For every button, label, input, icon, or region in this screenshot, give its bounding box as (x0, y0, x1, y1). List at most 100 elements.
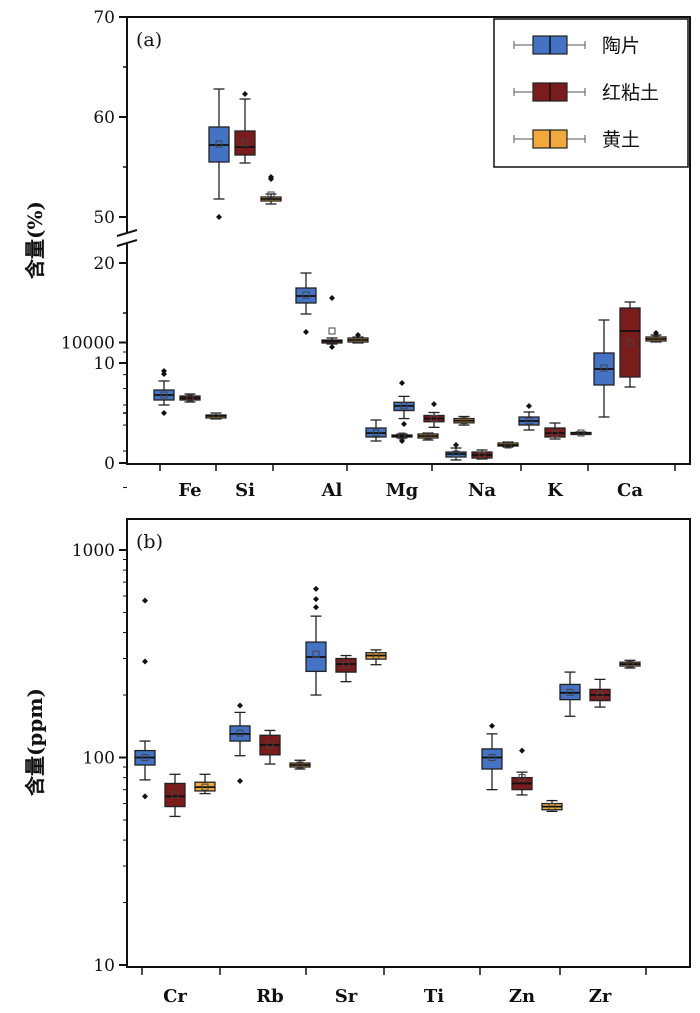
box-huangtu-Ca (645, 330, 667, 343)
box-taopian-K (518, 403, 540, 431)
outlier-point (242, 91, 248, 97)
panel-b-frame (126, 518, 691, 968)
outlier-point (237, 778, 243, 785)
category-label-Rb: Rb (256, 986, 284, 1007)
y-tick-label: 10000 (61, 334, 115, 354)
mean-marker (596, 691, 604, 699)
box-taopian-Ti (393, 395, 415, 427)
outlier-point (519, 747, 525, 754)
outlier-point (399, 438, 405, 444)
mean-marker (600, 364, 608, 372)
mean-marker (626, 339, 634, 347)
box-body (481, 748, 503, 770)
mean-marker (626, 660, 634, 668)
mean-marker (171, 791, 179, 799)
mean-marker (215, 140, 223, 148)
box-huangtu-Al (347, 332, 369, 344)
category-label-Ca: Ca (617, 480, 643, 501)
mean-marker (160, 391, 168, 399)
mean-marker (342, 661, 350, 669)
box-taopian-Fe (153, 368, 175, 416)
category-label-K: K (547, 480, 564, 501)
outlier-point (329, 295, 335, 301)
outlier-point (216, 214, 222, 220)
box-huangtu-Mg (417, 432, 439, 441)
y-tick-label: 70 (93, 8, 115, 28)
axis-break-gap (119, 233, 135, 243)
y-tick-label: 50 (93, 208, 115, 228)
y-tick-label: 10 (93, 956, 115, 976)
outlier-point (142, 793, 148, 800)
legend-label: 红粘土 (602, 82, 659, 104)
box-hongniantu-Mg (391, 380, 413, 444)
outlier-point (399, 380, 405, 386)
box-hongniantu-Sr (335, 654, 357, 683)
mean-marker (212, 412, 220, 420)
mean-marker (566, 688, 574, 696)
category-label-Si: Si (235, 480, 255, 501)
mean-marker (452, 450, 460, 458)
mean-marker (201, 783, 209, 791)
box-taopian-Rb (229, 702, 251, 785)
y-tick-label: 0 (104, 454, 115, 474)
mean-marker (266, 741, 274, 749)
box-huangtu-Sr (365, 649, 387, 666)
panel-b-tag: (b) (136, 531, 163, 553)
box-hongniantu-Zn (511, 747, 533, 796)
category-label-Fe: Fe (178, 480, 201, 501)
mean-marker (267, 191, 275, 199)
outlier-point (355, 332, 361, 338)
axis-break-slash-upper (116, 229, 138, 237)
mean-marker (525, 417, 533, 425)
box-taopian-Mg (365, 419, 387, 442)
box-body (619, 307, 641, 378)
legend-label: 陶片 (602, 35, 640, 57)
box-hongniantu-Al (321, 295, 343, 350)
box-hongniantu-K (544, 422, 566, 440)
mean-marker (424, 432, 432, 440)
box-hongniantu-Ca (619, 301, 641, 388)
mean-marker (241, 139, 249, 147)
box-hongniantu-Zr (589, 678, 611, 708)
category-label-Zr: Zr (589, 986, 612, 1007)
mean-marker (551, 430, 559, 438)
mean-marker (372, 429, 380, 437)
box-taopian-Al (295, 272, 317, 335)
legend-item-huangtu: 黄土 (513, 129, 640, 151)
box-huangtu-Rb (289, 759, 311, 770)
axis-break-marks (116, 229, 138, 247)
panel-b-y-label: 含量(ppm) (23, 688, 47, 796)
y-tick-label: 10 (93, 354, 115, 374)
box-huangtu-K (570, 429, 592, 437)
box-taopian-Si (208, 88, 230, 220)
category-label-Cr: Cr (163, 986, 187, 1007)
mean-marker (296, 761, 304, 769)
box-body (335, 657, 357, 673)
box-hongniantu-Rb (259, 729, 281, 765)
legend-item-taopian: 陶片 (513, 35, 640, 57)
outlier-point (313, 596, 319, 603)
outlier-point (653, 330, 659, 336)
outlier-point (453, 442, 459, 448)
outlier-point (489, 722, 495, 729)
mean-marker (141, 754, 149, 761)
box-hongniantu-Fe (179, 393, 201, 403)
box-taopian-Cr (134, 597, 156, 800)
mean-marker (577, 429, 585, 437)
category-label-Zn: Zn (509, 986, 535, 1007)
box-hongniantu-Ti (423, 401, 445, 429)
box-huangtu-Si (260, 174, 282, 205)
y-tick-label: 1000 (72, 541, 115, 561)
category-label-Mg: Mg (386, 480, 419, 501)
outlier-point (329, 344, 335, 350)
mean-marker (430, 415, 438, 423)
outlier-point (142, 597, 148, 604)
box-huangtu-Fe (205, 412, 227, 420)
box-body (234, 130, 256, 156)
outlier-point (431, 401, 437, 408)
box-hongniantu-Na (471, 449, 493, 460)
box-taopian-Zr (559, 671, 581, 717)
mean-marker (186, 394, 194, 402)
